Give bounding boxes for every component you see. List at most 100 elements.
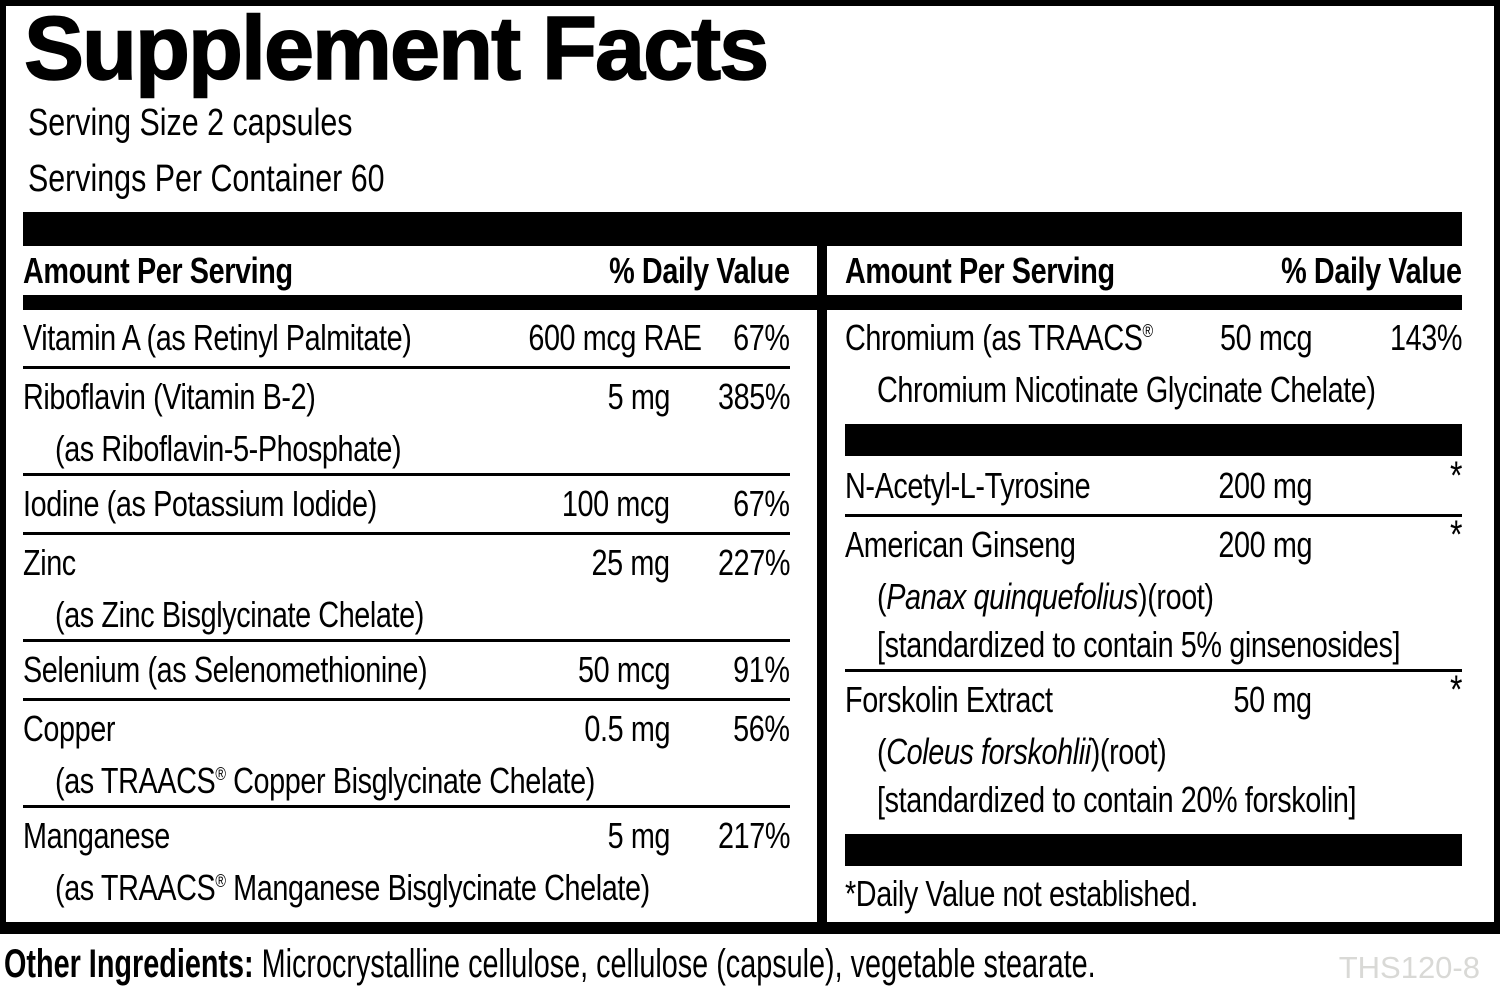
- nutrient-amount: 50 mcg: [577, 649, 670, 690]
- registered-mark: ®: [215, 764, 226, 784]
- nutrient-row: Riboflavin (Vitamin B-2) 5 mg 385% (as Ribo…: [23, 366, 790, 473]
- product-code: THS120-8: [1338, 950, 1480, 985]
- nutrient-amount: 25 mg: [591, 542, 670, 583]
- nutrient-dv-cell: 56%: [670, 708, 791, 750]
- nutrient-amount: 50 mg: [1233, 679, 1312, 720]
- nutrient-main-line: Chromium (as TRAACS® 50 mcg 143%: [845, 310, 1462, 366]
- nutrient-dv-cell: *: [1312, 454, 1462, 509]
- nutrient-name: Iodine (as Potassium Iodide): [23, 483, 377, 524]
- registered-mark: ®: [1142, 321, 1154, 341]
- nutrient-row: Chromium (as TRAACS® 50 mcg 143% Chromium N…: [845, 310, 1462, 414]
- right-rows: Chromium (as TRAACS® 50 mcg 143% Chromium N…: [845, 310, 1462, 920]
- nutrient-name: Zinc: [23, 542, 76, 583]
- nutrient-main-line: Manganese 5 mg 217%: [23, 808, 790, 864]
- nutrient-main-line: Forskolin Extract 50 mg *: [845, 668, 1462, 728]
- right-column-header: Amount Per Serving % Daily Value: [845, 247, 1462, 295]
- nutrient-name: Selenium (as Selenomethionine): [23, 649, 428, 690]
- nutrient-amount: 5 mg: [607, 376, 671, 417]
- nutrient-subline: (as Riboflavin-5-Phosphate): [23, 425, 790, 473]
- nutrient-subline: (as Zinc Bisglycinate Chelate): [23, 591, 790, 639]
- nutrient-name: N-Acetyl-L-Tyrosine: [845, 465, 1091, 506]
- nutrient-subline-text: Chromium Nicotinate Glycinate Chelate): [877, 369, 1376, 410]
- nutrient-name: Vitamin A (as Retinyl Palmitate): [23, 317, 412, 358]
- nutrient-subline-text: (as TRAACS® Manganese Bisglycinate Chela…: [55, 867, 650, 908]
- nutrient-dv-cell: 67%: [670, 317, 791, 359]
- nutrient-subline: (Coleus forskohlii)(root): [845, 728, 1462, 776]
- registered-mark: ®: [215, 871, 226, 891]
- nutrient-subline-text: (as Riboflavin-5-Phosphate): [55, 428, 402, 469]
- servings-per-container: Servings Per Container 60: [28, 158, 385, 200]
- nutrient-main-line: Riboflavin (Vitamin B-2) 5 mg 385%: [23, 369, 790, 425]
- nutrient-dv-cell: 217%: [670, 815, 790, 857]
- nutrient-name: Manganese: [23, 815, 170, 856]
- nutrient-name-cell: Riboflavin (Vitamin B-2): [23, 376, 485, 418]
- nutrient-dv-cell: 91%: [670, 649, 791, 691]
- nutrient-dv: 56%: [733, 708, 791, 749]
- serving-size: Serving Size 2 capsules: [28, 102, 353, 144]
- nutrient-subline: (as TRAACS® Copper Bisglycinate Chelate): [23, 757, 790, 805]
- nutrient-row: Forskolin Extract 50 mg * (Coleus forskohli…: [845, 668, 1462, 824]
- nutrient-name: American Ginseng: [845, 524, 1076, 565]
- header-underline-bar: [23, 295, 1462, 310]
- nutrient-dv: *: [1449, 667, 1462, 712]
- nutrient-amount-cell: 25 mg: [485, 542, 670, 584]
- latin-name: Coleus forskohlii: [886, 731, 1091, 772]
- nutrient-dv: 227%: [717, 542, 790, 583]
- section-bar: [845, 834, 1462, 866]
- nutrient-dv: 143%: [1389, 317, 1462, 358]
- nutrient-dv-cell: 385%: [670, 376, 790, 418]
- nutrient-dv-cell: *: [1312, 668, 1462, 723]
- nutrient-row: Copper 0.5 mg 56% (as TRAACS® Copper Bisgly…: [23, 698, 790, 805]
- nutrient-name-cell: Selenium (as Selenomethionine): [23, 649, 485, 691]
- nutrient-subline: Chromium Nicotinate Glycinate Chelate): [845, 366, 1462, 414]
- nutrient-row: Manganese 5 mg 217% (as TRAACS® Manganese B…: [23, 805, 790, 912]
- left-rows: Vitamin A (as Retinyl Palmitate) 600 mcg …: [23, 310, 790, 912]
- nutrient-name: Forskolin Extract: [845, 679, 1053, 720]
- nutrient-row: Selenium (as Selenomethionine) 50 mcg 91%: [23, 639, 790, 698]
- nutrient-amount-cell: 5 mg: [485, 376, 671, 418]
- nutrient-dv: 67%: [733, 483, 791, 524]
- nutrient-subline: [standardized to contain 5% ginsenosides…: [845, 621, 1462, 669]
- nutrient-row: Iodine (as Potassium Iodide) 100 mcg 67%: [23, 473, 790, 532]
- nutrient-subline-text: [standardized to contain 5% ginsenosides…: [877, 624, 1401, 665]
- nutrient-dv: 217%: [717, 815, 790, 856]
- left-column: Amount Per Serving % Daily Value Vitamin…: [23, 247, 790, 912]
- nutrient-subline: [standardized to contain 20% forskolin]: [845, 776, 1462, 824]
- nutrient-dv: *: [1449, 453, 1462, 498]
- nutrient-subline-text: [standardized to contain 20% forskolin]: [877, 779, 1357, 820]
- nutrient-dv-cell: 67%: [670, 483, 791, 525]
- nutrient-subline: (Panax quinquefolius)(root): [845, 573, 1462, 621]
- nutrient-row: N-Acetyl-L-Tyrosine 200 mg *: [845, 454, 1462, 514]
- column-divider-bar: [817, 246, 827, 922]
- nutrient-row: Zinc 25 mg 227% (as Zinc Bisglycinate Chela…: [23, 532, 790, 639]
- dv-footnote-text: *Daily Value not established.: [845, 873, 1198, 914]
- nutrient-name: Copper: [23, 708, 116, 749]
- nutrient-dv-cell: 227%: [670, 542, 790, 584]
- dv-footnote: *Daily Value not established.: [845, 868, 1462, 920]
- nutrient-amount: 5 mg: [607, 815, 671, 856]
- nutrient-main-line: Vitamin A (as Retinyl Palmitate) 600 mcg …: [23, 310, 790, 366]
- nutrient-amount-cell: 600 mcg RAE: [485, 317, 702, 359]
- daily-value-header: % Daily Value: [1281, 250, 1463, 291]
- latin-name: Panax quinquefolius: [886, 576, 1138, 617]
- nutrient-amount: 100 mcg: [562, 483, 670, 524]
- nutrient-row: American Ginseng 200 mg * (Panax quinquefol…: [845, 513, 1462, 669]
- nutrient-amount-cell: 200 mg: [1142, 524, 1312, 566]
- nutrient-main-line: American Ginseng 200 mg *: [845, 513, 1462, 573]
- nutrient-amount: 200 mg: [1218, 465, 1312, 506]
- nutrient-dv: 385%: [717, 376, 790, 417]
- nutrient-amount-cell: 0.5 mg: [485, 708, 670, 750]
- amount-per-serving-header: Amount Per Serving: [845, 250, 1115, 291]
- daily-value-header: % Daily Value: [609, 250, 791, 291]
- nutrient-name-cell: American Ginseng: [845, 524, 1142, 566]
- nutrient-subline-text: (Panax quinquefolius)(root): [877, 576, 1214, 617]
- section-bar: [845, 424, 1462, 456]
- nutrient-name-cell: N-Acetyl-L-Tyrosine: [845, 465, 1142, 507]
- nutrient-main-line: N-Acetyl-L-Tyrosine 200 mg *: [845, 454, 1462, 514]
- other-ingredients: Other Ingredients: Microcrystalline cell…: [4, 942, 1500, 987]
- facts-title: Supplement Facts: [23, 0, 770, 99]
- nutrient-name-cell: Iodine (as Potassium Iodide): [23, 483, 485, 525]
- nutrient-name: Chromium (as TRAACS®: [845, 317, 1154, 358]
- other-ingredients-label: Other Ingredients:: [4, 942, 254, 986]
